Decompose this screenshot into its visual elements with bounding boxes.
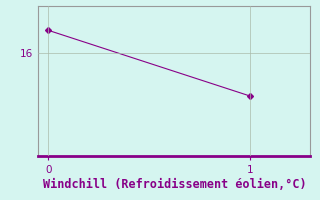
X-axis label: Windchill (Refroidissement éolien,°C): Windchill (Refroidissement éolien,°C) [43,178,306,191]
